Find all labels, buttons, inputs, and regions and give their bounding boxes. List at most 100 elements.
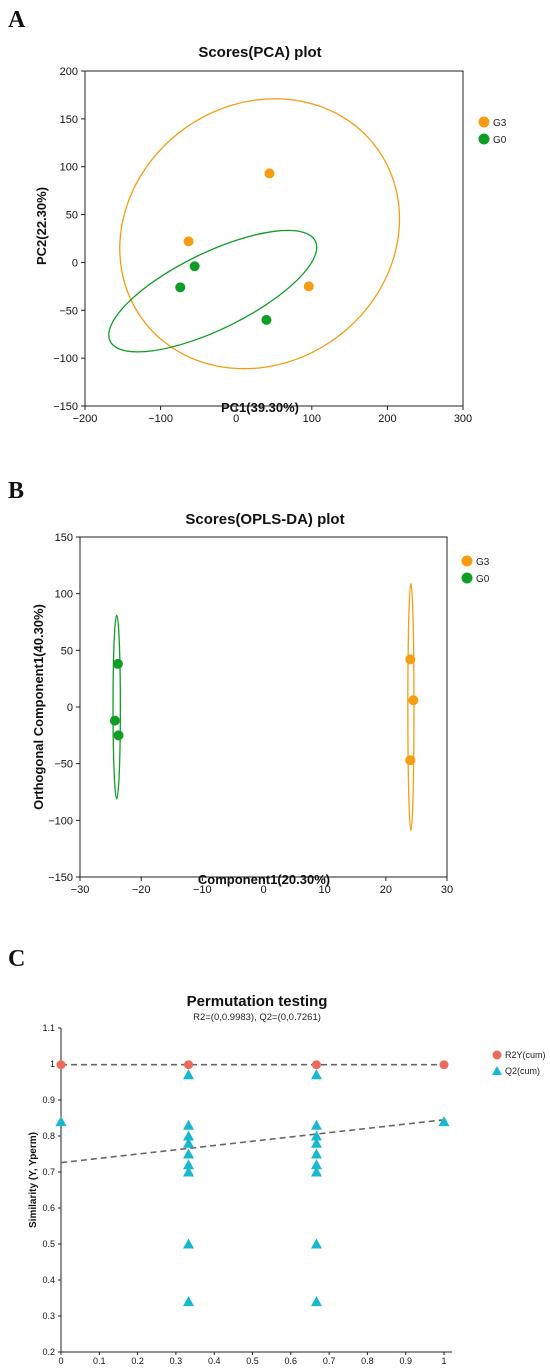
permutation-point-q2 [438, 1116, 450, 1127]
pca-ytick-label: −50 [59, 305, 78, 317]
permutation-point-q2 [310, 1296, 322, 1307]
permutation-ytick-label: 0.6 [42, 1203, 55, 1213]
permutation-xtick-label: 0.3 [170, 1356, 183, 1366]
oplsda-legend-marker-g3 [461, 555, 473, 567]
pca-ellipse-g3 [119, 98, 401, 370]
oplsda-point-g0 [112, 658, 123, 669]
pca-ytick-label: −150 [53, 401, 78, 413]
permutation-point-q2 [183, 1159, 195, 1170]
oplsda-point-g0 [109, 715, 120, 726]
permutation-ytick-label: 0.7 [42, 1167, 55, 1177]
pca-xtick-label: −200 [73, 413, 98, 425]
permutation-point-q2 [183, 1148, 195, 1159]
pca-title: Scores(PCA) plot [198, 44, 321, 61]
permutation-xtick-label: 0.5 [246, 1356, 259, 1366]
permutation-point-q2 [310, 1148, 322, 1159]
pca-ytick-label: 200 [60, 66, 78, 78]
pca-plot-frame [84, 70, 464, 407]
permutation-xtick-label: 0.6 [285, 1356, 298, 1366]
oplsda-ytick-label: −150 [48, 872, 73, 884]
permutation-ytick-label: 1 [50, 1059, 55, 1069]
permutation-point-q2 [310, 1069, 322, 1080]
permutation-point-q2 [310, 1119, 322, 1130]
panel-label-c: C [8, 946, 25, 972]
oplsda-point-g0 [113, 730, 124, 741]
oplsda-ylabel: Orthogonal Component1(40.30%) [31, 604, 46, 810]
oplsda-ytick-label: 150 [55, 532, 73, 544]
permutation-point-q2 [310, 1130, 322, 1141]
oplsda-ytick-label: 50 [61, 645, 73, 657]
permutation-xtick-label: 0 [58, 1356, 63, 1366]
pca-ylabel: PC2(22.30%) [34, 187, 49, 265]
permutation-point-q2 [183, 1130, 195, 1141]
permutation-point-r2y [439, 1060, 449, 1070]
pca-point-g0 [261, 314, 272, 325]
pca-point-g3 [183, 236, 194, 247]
pca-ytick-label: 150 [60, 114, 78, 126]
oplsda-xtick-label: −20 [132, 884, 151, 896]
permutation-xtick-label: 0.4 [208, 1356, 221, 1366]
permutation-ytick-label: 1.1 [42, 1023, 55, 1033]
permutation-ytick-label: 0.9 [42, 1095, 55, 1105]
permutation-point-q2 [183, 1238, 195, 1249]
permutation-legend-label-r2y: R2Y(cum) [505, 1050, 546, 1060]
permutation-point-r2y [311, 1060, 321, 1070]
oplsda-ytick-label: −100 [48, 815, 73, 827]
oplsda-xlabel: Component1(20.30%) [198, 872, 330, 887]
pca-xtick-label: −100 [148, 413, 173, 425]
oplsda-ytick-label: 0 [67, 702, 73, 714]
permutation-trendline-q2 [60, 1119, 445, 1164]
permutation-ytick-label: 0.2 [42, 1347, 55, 1357]
oplsda-xtick-label: 0 [260, 884, 266, 896]
oplsda-legend-label-g3: G3 [476, 557, 490, 568]
permutation-legend-marker-q2 [492, 1066, 502, 1075]
pca-legend-label-g3: G3 [493, 118, 507, 129]
permutation-point-q2 [310, 1238, 322, 1249]
pca-point-g3 [303, 281, 314, 292]
oplsda-point-g3 [405, 654, 416, 665]
pca-ytick-label: 100 [60, 162, 78, 174]
pca-ellipse-g0 [108, 229, 318, 353]
oplsda-ellipse-g3 [407, 582, 415, 832]
oplsda-xtick-label: −10 [193, 884, 212, 896]
permutation-xtick-label: 0.1 [93, 1356, 106, 1366]
pca-legend-label-g0: G0 [493, 135, 507, 146]
permutation-point-r2y [56, 1060, 66, 1070]
pca-xtick-label: 100 [303, 413, 321, 425]
permutation-legend-marker-r2y [492, 1050, 502, 1060]
permutation-point-q2 [310, 1159, 322, 1170]
panel-label-b: B [8, 478, 24, 504]
permutation-point-q2 [310, 1166, 322, 1177]
permutation-point-q2 [310, 1137, 322, 1148]
oplsda-xtick-label: 20 [380, 884, 392, 896]
permutation-point-q2 [183, 1166, 195, 1177]
pca-legend-marker-g0 [478, 133, 490, 145]
permutation-point-q2 [183, 1137, 195, 1148]
pca-ytick-label: 50 [66, 210, 78, 222]
permutation-point-q2 [183, 1119, 195, 1130]
pca-point-g0 [189, 261, 200, 272]
pca-point-g3 [264, 168, 275, 179]
pca-xtick-label: 0 [233, 413, 239, 425]
oplsda-point-g3 [408, 695, 419, 706]
oplsda-ytick-label: −50 [54, 759, 73, 771]
permutation-ytick-label: 0.3 [42, 1311, 55, 1321]
oplsda-xtick-label: −30 [71, 884, 90, 896]
permutation-subtitle: R2=(0,0.9983), Q2=(0,0.7261) [193, 1012, 321, 1023]
pca-ytick-label: 0 [72, 257, 78, 269]
permutation-legend-label-q2: Q2(cum) [505, 1066, 540, 1076]
permutation-ytick-label: 0.8 [42, 1131, 55, 1141]
permutation-point-r2y [184, 1060, 194, 1070]
oplsda-ellipse-g0 [112, 614, 122, 800]
pca-plot: −200 −100 0 100 200 300 −150 −100 −50 0 50 100 150 20… [53, 66, 507, 425]
permutation-xtick-label: 0.8 [361, 1356, 374, 1366]
oplsda-title: Scores(OPLS-DA) plot [185, 511, 344, 528]
permutation-point-q2 [183, 1296, 195, 1307]
panel-label-a: A [8, 7, 26, 33]
permutation-plot: 0 0.1 0.2 0.3 0.4 0.5 0.6 0.7 0.8 0.9 1 0.2 0.3 0.4 0.… [42, 1023, 545, 1366]
oplsda-ytick-label: 100 [55, 589, 73, 601]
permutation-ytick-label: 0.5 [42, 1239, 55, 1249]
permutation-point-q2 [183, 1069, 195, 1080]
